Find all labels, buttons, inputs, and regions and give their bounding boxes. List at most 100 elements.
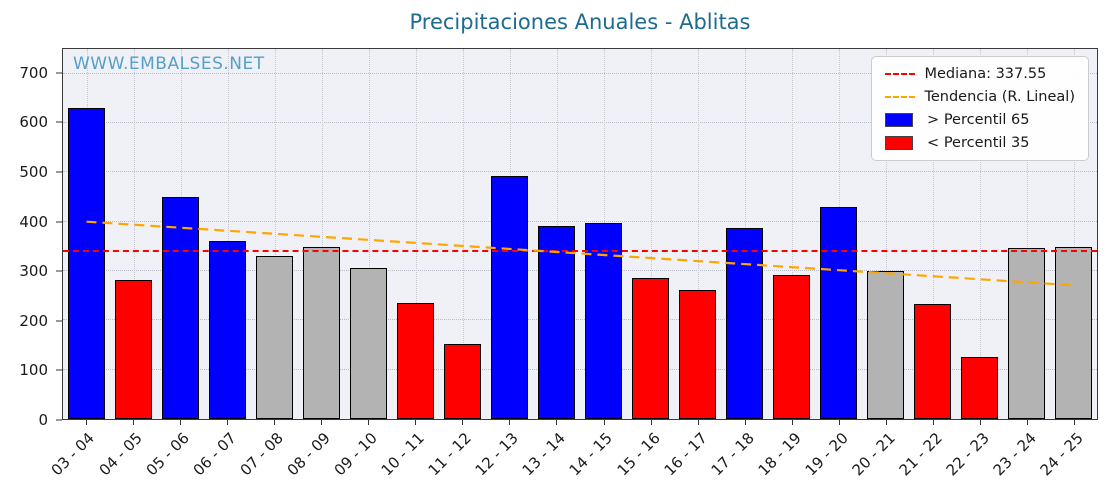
legend-item: < Percentil 35 — [885, 135, 1075, 151]
x-tick-label: 12 - 13 — [471, 429, 523, 480]
x-tick-label: 24 - 25 — [1036, 429, 1088, 480]
legend-item: Mediana: 337.55 — [885, 66, 1075, 82]
x-tick-mark — [321, 420, 322, 425]
bar-17-18 — [725, 228, 764, 419]
bar-06-07 — [208, 241, 247, 419]
legend-dashed-line-icon — [885, 96, 916, 98]
bar-04-05 — [114, 279, 153, 419]
x-tick-label: 22 - 23 — [942, 429, 994, 480]
plot-area: WWW.EMBALSES.NET Mediana: 337.55 Tendenci… — [62, 48, 1098, 420]
x-tick-mark — [226, 420, 228, 425]
x-tick-mark — [179, 420, 181, 425]
x-tick-mark — [650, 420, 652, 425]
x-tick-mark — [415, 420, 417, 425]
bar-13-14 — [537, 226, 576, 419]
chart-title: Precipitaciones Anuales - Ablitas — [409, 10, 751, 34]
y-tick-label: 500 — [19, 163, 48, 181]
x-axis: 03 - 04 04 - 05 05 - 06 06 - 07 07 - 08 08 - … — [48, 420, 1098, 500]
x-tick-label: 08 - 09 — [283, 429, 334, 480]
x-tick-label: 10 - 11 — [377, 429, 428, 480]
legend-dashed-line-icon — [885, 73, 916, 75]
x-tick-label: 06 - 07 — [189, 429, 240, 480]
x-tick-label: 11 - 12 — [424, 429, 476, 480]
watermark: WWW.EMBALSES.NET — [73, 54, 265, 74]
x-tick-mark — [273, 420, 275, 425]
x-tick-label: 07 - 08 — [236, 429, 287, 480]
legend: Mediana: 337.55 Tendencia (R. Lineal) > P… — [871, 56, 1089, 161]
bar-08-09 — [302, 247, 341, 419]
legend-label: Tendencia (R. Lineal) — [924, 89, 1075, 105]
y-tick-mark — [56, 320, 62, 322]
y-tick-label: 600 — [19, 113, 48, 132]
x-tick-label: 23 - 24 — [989, 429, 1041, 480]
bar-03-04 — [67, 108, 106, 419]
legend-label: < Percentil 35 — [922, 135, 1030, 151]
median-line — [63, 250, 1097, 253]
bar-07-08 — [255, 256, 294, 419]
x-tick-label: 19 - 20 — [801, 429, 852, 480]
legend-color-patch-icon — [885, 136, 914, 150]
gridline-horizontal — [63, 220, 1097, 222]
gridline-horizontal — [63, 171, 1097, 173]
bar-19-20 — [819, 206, 858, 419]
y-axis: 0 100 200 300 400 500 600 700 — [0, 48, 62, 429]
x-tick-mark — [839, 420, 840, 425]
x-tick-label: 13 - 14 — [518, 429, 570, 480]
x-tick-mark — [462, 420, 464, 425]
bar-05-06 — [161, 197, 200, 419]
x-tick-mark — [791, 420, 793, 425]
bar-24-25 — [1054, 246, 1093, 419]
x-tick-label: 14 - 15 — [565, 429, 617, 480]
bar-15-16 — [631, 277, 670, 419]
x-tick-mark — [1074, 420, 1076, 425]
bar-09-10 — [349, 268, 388, 419]
y-tick-mark — [56, 270, 62, 272]
x-tick-label: 05 - 06 — [142, 429, 193, 480]
y-tick-label: 300 — [19, 262, 48, 281]
x-tick-label: 03 - 04 — [47, 429, 99, 480]
legend-item: > Percentil 65 — [885, 112, 1075, 128]
x-tick-mark — [980, 420, 982, 425]
x-tick-label: 09 - 10 — [330, 429, 381, 480]
x-tick-label: 04 - 05 — [95, 429, 146, 480]
bar-12-13 — [490, 175, 529, 419]
x-tick-mark — [368, 420, 370, 425]
x-tick-mark — [933, 420, 935, 425]
bar-14-15 — [584, 223, 623, 419]
x-tick-mark — [886, 420, 888, 425]
y-tick-label: 200 — [19, 311, 48, 330]
y-tick-mark — [56, 121, 62, 123]
x-tick-mark — [132, 420, 134, 425]
y-tick-label: 100 — [19, 361, 48, 380]
x-tick-mark — [744, 420, 746, 425]
x-tick-label: 17 - 18 — [707, 429, 758, 480]
bar-16-17 — [678, 289, 717, 419]
x-tick-mark — [556, 420, 558, 425]
x-tick-label: 18 - 19 — [754, 429, 805, 480]
y-tick-mark — [56, 171, 62, 173]
y-tick-label: 700 — [19, 63, 48, 82]
bar-20-21 — [866, 271, 905, 419]
x-tick-mark — [1027, 420, 1029, 425]
bar-11-12 — [443, 344, 482, 419]
bar-18-19 — [772, 274, 811, 419]
legend-label: > Percentil 65 — [922, 112, 1030, 128]
legend-label: Mediana: 337.55 — [924, 66, 1047, 82]
x-tick-label: 20 - 21 — [848, 429, 899, 480]
x-tick-label: 16 - 17 — [660, 429, 711, 480]
x-tick-mark — [509, 420, 511, 425]
bar-23-24 — [1007, 247, 1046, 419]
y-tick-mark — [56, 419, 62, 421]
gridline-horizontal — [63, 72, 1097, 74]
bar-22-23 — [960, 356, 999, 419]
gridline-horizontal — [63, 368, 1097, 370]
y-tick-label: 400 — [19, 212, 48, 231]
gridline-horizontal — [63, 122, 1097, 123]
y-tick-label: 0 — [38, 411, 48, 429]
x-tick-label: 21 - 22 — [895, 429, 946, 480]
x-tick-mark — [697, 420, 699, 425]
y-tick-mark — [56, 221, 62, 223]
x-tick-mark — [603, 420, 605, 425]
legend-item: Tendencia (R. Lineal) — [885, 89, 1075, 105]
